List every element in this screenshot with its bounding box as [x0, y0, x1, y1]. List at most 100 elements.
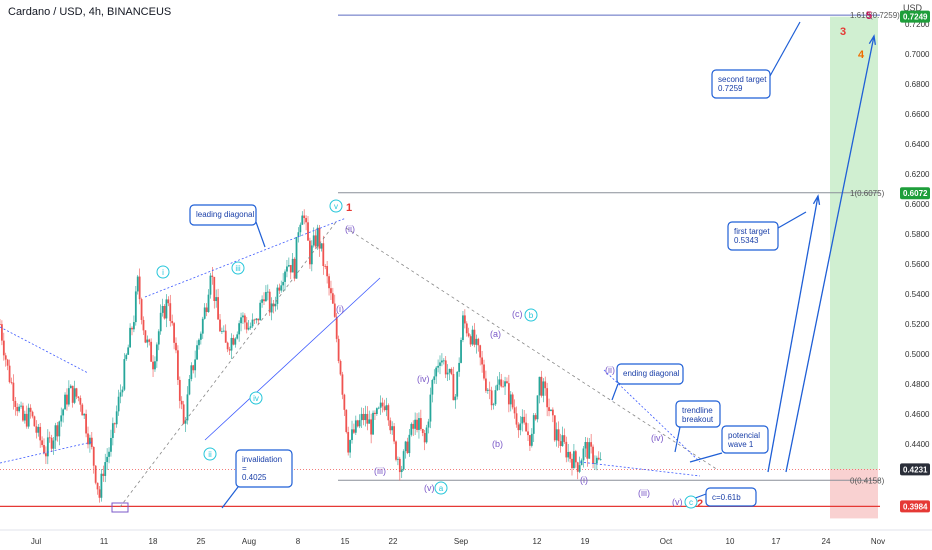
wave-iv-label-circle	[249, 391, 263, 405]
candle-body	[50, 437, 53, 449]
candle-body	[515, 413, 518, 425]
candle-body	[425, 427, 428, 443]
candle-body	[494, 390, 497, 405]
candle-body	[43, 445, 45, 454]
wave-iv-label: iv	[253, 394, 259, 403]
first-target-arrow-head	[812, 194, 821, 205]
candle-body	[60, 415, 63, 422]
loss-zone	[830, 469, 878, 519]
candle-body	[427, 421, 430, 428]
candle-body	[454, 396, 457, 401]
candle-body	[194, 359, 197, 371]
price-badge-label: 0.6072	[903, 189, 928, 198]
candle-body	[523, 416, 526, 423]
candle-body	[546, 388, 549, 408]
ending-diagonal-lower	[579, 461, 701, 477]
candle-body	[437, 365, 439, 368]
wave-ii-label-circle	[203, 447, 217, 461]
c-ratio-callout-text: c=0.61b	[712, 493, 741, 502]
candle-body	[184, 420, 187, 424]
y-tick-label: 0.6000	[905, 200, 930, 209]
candle-body	[257, 318, 260, 321]
candle-body	[477, 338, 480, 346]
candle-body	[429, 394, 432, 422]
candle-body	[406, 441, 409, 454]
candle-body	[169, 303, 172, 322]
first-target-callout-text: 0.5343	[734, 236, 759, 245]
candle-body	[25, 413, 28, 427]
candle-body	[37, 426, 40, 433]
candle-body	[462, 315, 464, 341]
candle-body	[134, 291, 137, 323]
wave-v-label-circle	[329, 199, 343, 213]
candle-body	[548, 407, 550, 412]
wave-b-circle-label-circle	[524, 308, 538, 322]
wave-paren-label: (iii)	[638, 488, 650, 498]
invalidation-callout-text: invalidation	[242, 455, 282, 464]
candle-body	[117, 396, 120, 412]
x-tick-label: 8	[296, 537, 301, 546]
candle-body	[232, 337, 235, 345]
candle-body	[268, 291, 271, 313]
candle-body	[450, 368, 453, 375]
candle-body	[62, 409, 65, 416]
wave-c-circle-label: c	[689, 498, 693, 507]
candle-body	[2, 340, 5, 356]
candle-body	[289, 265, 292, 273]
candle-body	[599, 459, 602, 461]
candle-body	[402, 451, 405, 470]
wave-paren-label: (b)	[492, 439, 503, 449]
candle-body	[456, 371, 459, 397]
candle-body	[295, 237, 298, 279]
candle-body	[328, 276, 330, 289]
candle-body	[83, 413, 86, 416]
candle-body	[274, 303, 277, 307]
candle-body	[318, 227, 321, 249]
currency-label: USD	[902, 3, 922, 13]
x-tick-label: Aug	[242, 537, 256, 546]
candle-body	[441, 360, 443, 363]
candle-body	[410, 423, 413, 435]
candle-body	[242, 315, 244, 318]
candle-body	[73, 388, 76, 403]
candle-body	[395, 441, 397, 460]
candle-body	[511, 394, 514, 408]
candle-body	[356, 420, 359, 427]
candle-body	[331, 293, 334, 304]
candle-body	[131, 327, 133, 330]
candle-body	[354, 420, 357, 433]
candle-body	[527, 431, 529, 436]
first-target-arrow	[767, 195, 819, 473]
wave-i-label: i	[162, 268, 164, 277]
x-tick-label: 10	[726, 537, 735, 546]
candle-body	[509, 394, 512, 405]
candle-body	[150, 341, 153, 362]
candle-body	[297, 232, 300, 238]
candle-body	[27, 407, 30, 427]
invalidation-callout-text: 0.4025	[242, 473, 267, 482]
candle-body	[377, 407, 380, 409]
wave-5-label: 5	[866, 10, 872, 22]
candle-body	[284, 271, 286, 282]
candle-body	[565, 441, 568, 458]
candle-body	[483, 364, 485, 379]
x-tick-label: 15	[341, 537, 350, 546]
invalidation-callout	[235, 449, 293, 488]
wave-a-circle-label-circle	[434, 481, 448, 495]
fib-level-label: 1.618(0.7259)	[850, 11, 900, 20]
wave-ii-label: ii	[208, 450, 212, 459]
candle-body	[90, 437, 93, 447]
fib-level-label: 0(0.4158)	[850, 476, 885, 485]
candle-body	[219, 319, 221, 332]
candle-body	[465, 323, 468, 334]
candle-body	[576, 462, 579, 472]
candle-body	[249, 326, 252, 328]
candle-body	[320, 243, 323, 249]
candle-body	[339, 361, 342, 375]
candle-body	[123, 359, 126, 390]
x-tick-label: 19	[581, 537, 590, 546]
candle-body	[594, 463, 596, 465]
candle-body	[211, 275, 214, 277]
wave-paren-label: (v)	[672, 497, 683, 507]
